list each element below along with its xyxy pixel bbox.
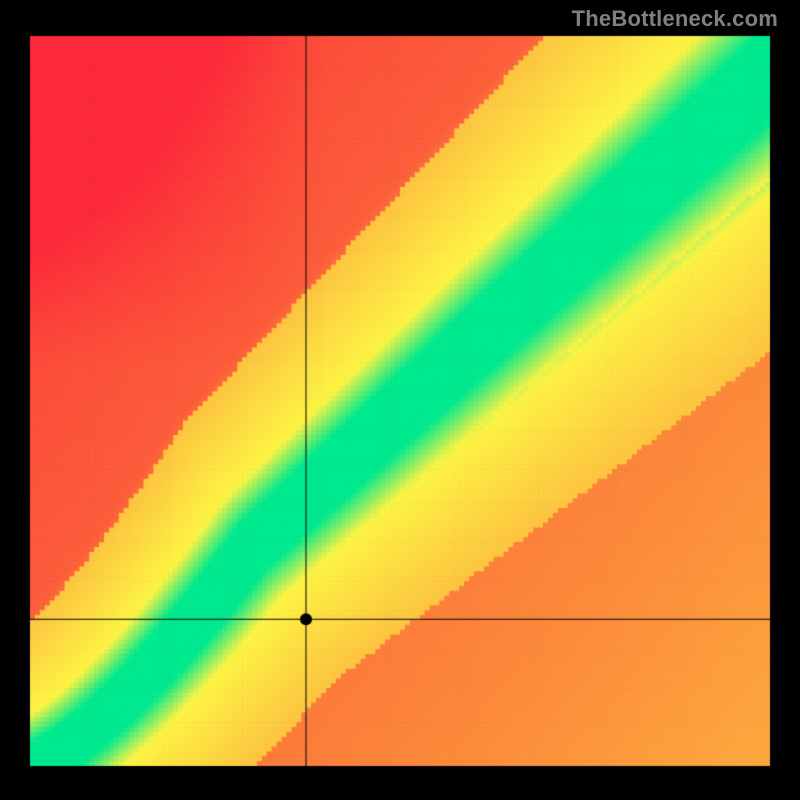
watermark-text: TheBottleneck.com [572, 6, 778, 32]
heatmap-canvas [0, 0, 800, 800]
chart-container: TheBottleneck.com [0, 0, 800, 800]
